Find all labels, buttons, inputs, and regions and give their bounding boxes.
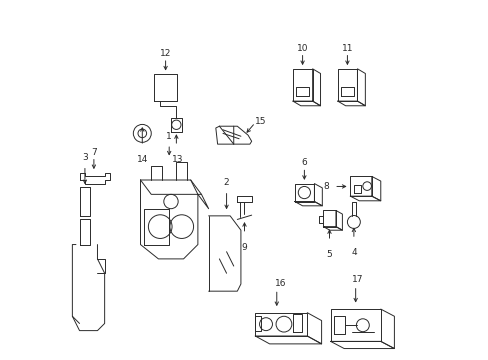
Text: 11: 11 [341, 44, 352, 53]
Text: 7: 7 [91, 148, 97, 157]
Text: 2: 2 [224, 178, 229, 187]
Text: 1: 1 [166, 132, 172, 141]
Text: 5: 5 [326, 250, 332, 259]
Text: 6: 6 [301, 158, 306, 167]
Text: 4: 4 [350, 248, 356, 257]
Text: 12: 12 [160, 49, 171, 58]
Text: 14: 14 [136, 155, 148, 164]
Text: 8: 8 [323, 182, 328, 191]
Text: 10: 10 [296, 44, 308, 53]
Text: 15: 15 [254, 117, 266, 126]
Text: 13: 13 [172, 155, 183, 164]
Text: 3: 3 [82, 153, 88, 162]
Text: 16: 16 [274, 279, 285, 288]
Text: 9: 9 [241, 243, 247, 252]
Text: 17: 17 [351, 275, 363, 284]
